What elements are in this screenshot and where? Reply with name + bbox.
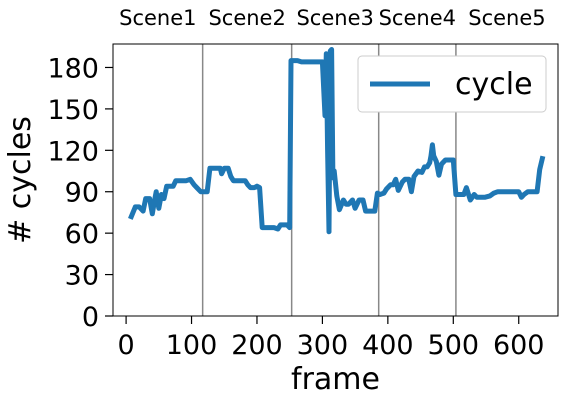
- y-axis-ticks: 0 30 60 90 120 150 180: [47, 53, 113, 333]
- scene-label-5: Scene5: [468, 6, 545, 30]
- x-axis-ticks: 0 100 200 300 400 500 600: [117, 316, 545, 361]
- legend: cycle: [357, 55, 547, 113]
- y-tick-label: 120: [47, 136, 99, 167]
- legend-label-cycle: cycle: [455, 67, 533, 102]
- scene-label-1: Scene1: [119, 6, 196, 30]
- x-tick-label: 600: [493, 330, 545, 361]
- scene-label-3: Scene3: [296, 6, 373, 30]
- y-tick-label: 180: [47, 53, 99, 84]
- y-tick-label: 150: [47, 95, 99, 126]
- x-axis-label: frame: [291, 362, 380, 397]
- plot-frame: [112, 43, 559, 317]
- scene-label-4: Scene4: [379, 6, 456, 30]
- x-tick-label: 500: [428, 330, 480, 361]
- y-tick-label: 90: [65, 178, 99, 209]
- y-tick-label: 0: [82, 302, 99, 333]
- series-line-cycle: [128, 47, 546, 235]
- y-axis-label: # cycles: [3, 116, 38, 244]
- x-tick-label: 400: [362, 330, 414, 361]
- x-tick-label: 200: [231, 330, 283, 361]
- x-tick-label: 0: [117, 330, 134, 361]
- y-tick-label: 60: [65, 219, 99, 250]
- scene-labels: Scene1 Scene2 Scene3 Scene4 Scene5: [119, 6, 546, 30]
- legend-box: [357, 55, 547, 113]
- x-tick-label: 100: [166, 330, 218, 361]
- series-layer: [128, 47, 546, 235]
- scene-label-2: Scene2: [208, 6, 285, 30]
- x-tick-label: 300: [297, 330, 349, 361]
- y-tick-label: 30: [65, 261, 99, 292]
